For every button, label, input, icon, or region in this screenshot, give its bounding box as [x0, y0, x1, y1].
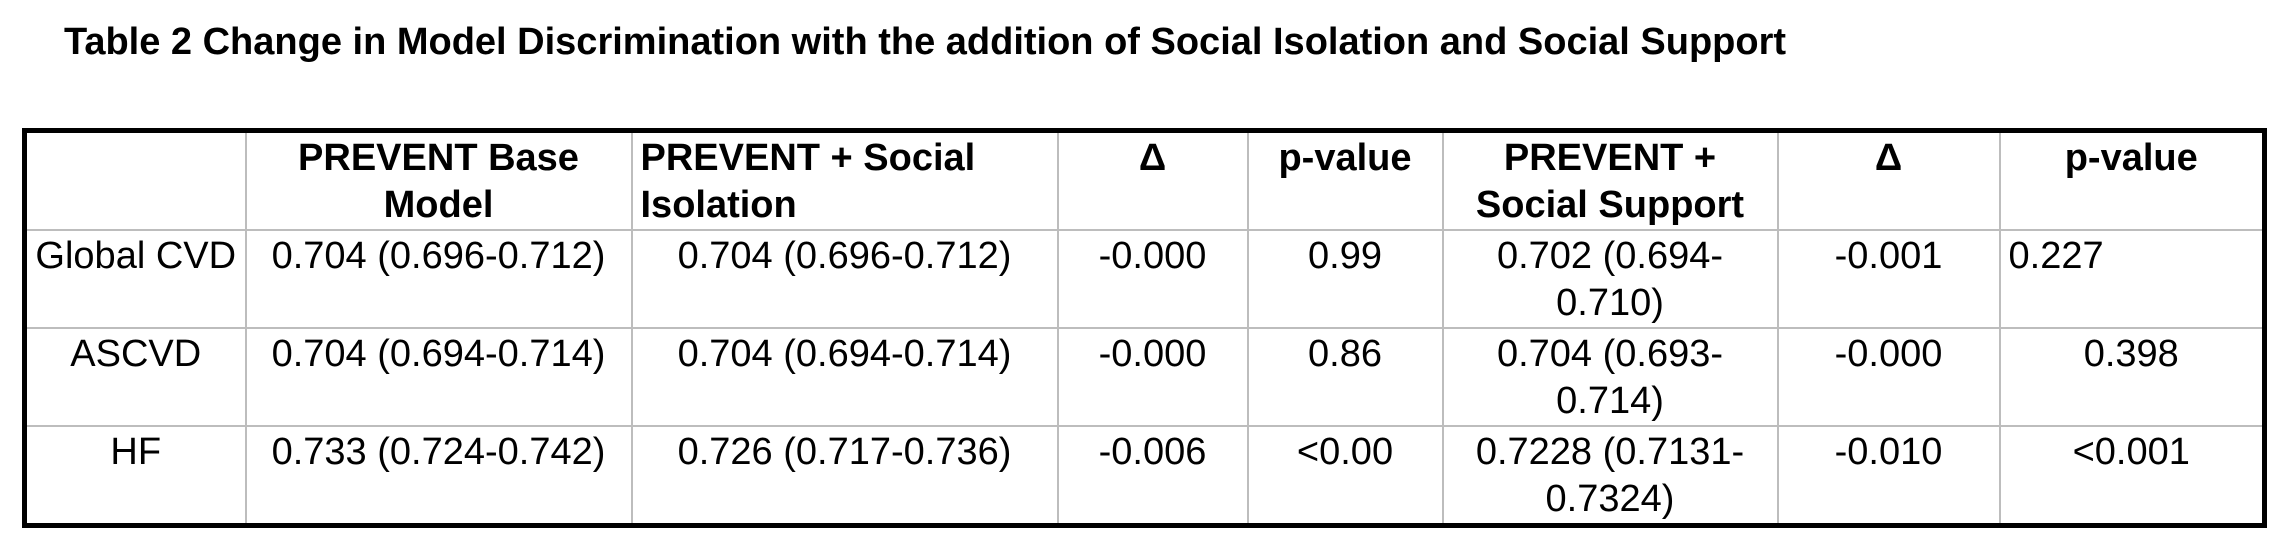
social-support-cell: 0.704 (0.693-0.714) — [1441, 327, 1779, 427]
si-p-value-cell: 0.99 — [1246, 229, 1444, 329]
si-delta-cell: -0.000 — [1056, 327, 1249, 427]
si-p-value-cell: 0.86 — [1246, 327, 1444, 427]
header-cell-si-p-value: p-value — [1246, 129, 1444, 231]
header-cell-outcome — [23, 129, 247, 231]
si-p-value-cell: <0.00 — [1246, 425, 1444, 527]
header-cell-ss-p-value: p-value — [1998, 129, 2266, 231]
header-row: PREVENT Base Model PREVENT + Social Isol… — [23, 129, 2266, 231]
social-support-cell: 0.702 (0.694-0.710) — [1441, 229, 1779, 329]
social-support-cell: 0.7228 (0.7131-0.7324) — [1441, 425, 1779, 527]
base-model-cell: 0.704 (0.696-0.712) — [244, 229, 633, 329]
ss-p-value-cell: <0.001 — [1998, 425, 2266, 527]
ss-delta-cell: -0.010 — [1776, 425, 2001, 527]
header-cell-ss-delta: Δ — [1776, 129, 2001, 231]
outcome-cell: ASCVD — [23, 327, 247, 427]
si-delta-cell: -0.000 — [1056, 229, 1249, 329]
social-isolation-cell: 0.704 (0.694-0.714) — [630, 327, 1059, 427]
ss-delta-cell: -0.001 — [1776, 229, 2001, 329]
base-model-cell: 0.733 (0.724-0.742) — [244, 425, 633, 527]
outcome-cell: Global CVD — [23, 229, 247, 329]
results-table: PREVENT Base Model PREVENT + Social Isol… — [22, 128, 2267, 528]
social-isolation-cell: 0.704 (0.696-0.712) — [630, 229, 1059, 329]
ss-p-value-cell: 0.398 — [1998, 327, 2266, 427]
ss-p-value-cell: 0.227 — [1998, 229, 2266, 329]
header-cell-social-support: PREVENT + Social Support — [1441, 129, 1779, 231]
social-isolation-cell: 0.726 (0.717-0.736) — [630, 425, 1059, 527]
base-model-cell: 0.704 (0.694-0.714) — [244, 327, 633, 427]
table-row-hf: HF 0.733 (0.724-0.742) 0.726 (0.717-0.73… — [23, 425, 2266, 527]
ss-delta-cell: -0.000 — [1776, 327, 2001, 427]
table-caption: Table 2 Change in Model Discrimination w… — [63, 21, 1787, 63]
outcome-cell: HF — [23, 425, 247, 527]
header-cell-base-model: PREVENT Base Model — [244, 129, 633, 231]
header-cell-social-isolation: PREVENT + Social Isolation — [630, 129, 1059, 231]
table-row-global-cvd: Global CVD 0.704 (0.696-0.712) 0.704 (0.… — [23, 229, 2266, 329]
si-delta-cell: -0.006 — [1056, 425, 1249, 527]
header-cell-si-delta: Δ — [1056, 129, 1249, 231]
table-row-ascvd: ASCVD 0.704 (0.694-0.714) 0.704 (0.694-0… — [23, 327, 2266, 427]
